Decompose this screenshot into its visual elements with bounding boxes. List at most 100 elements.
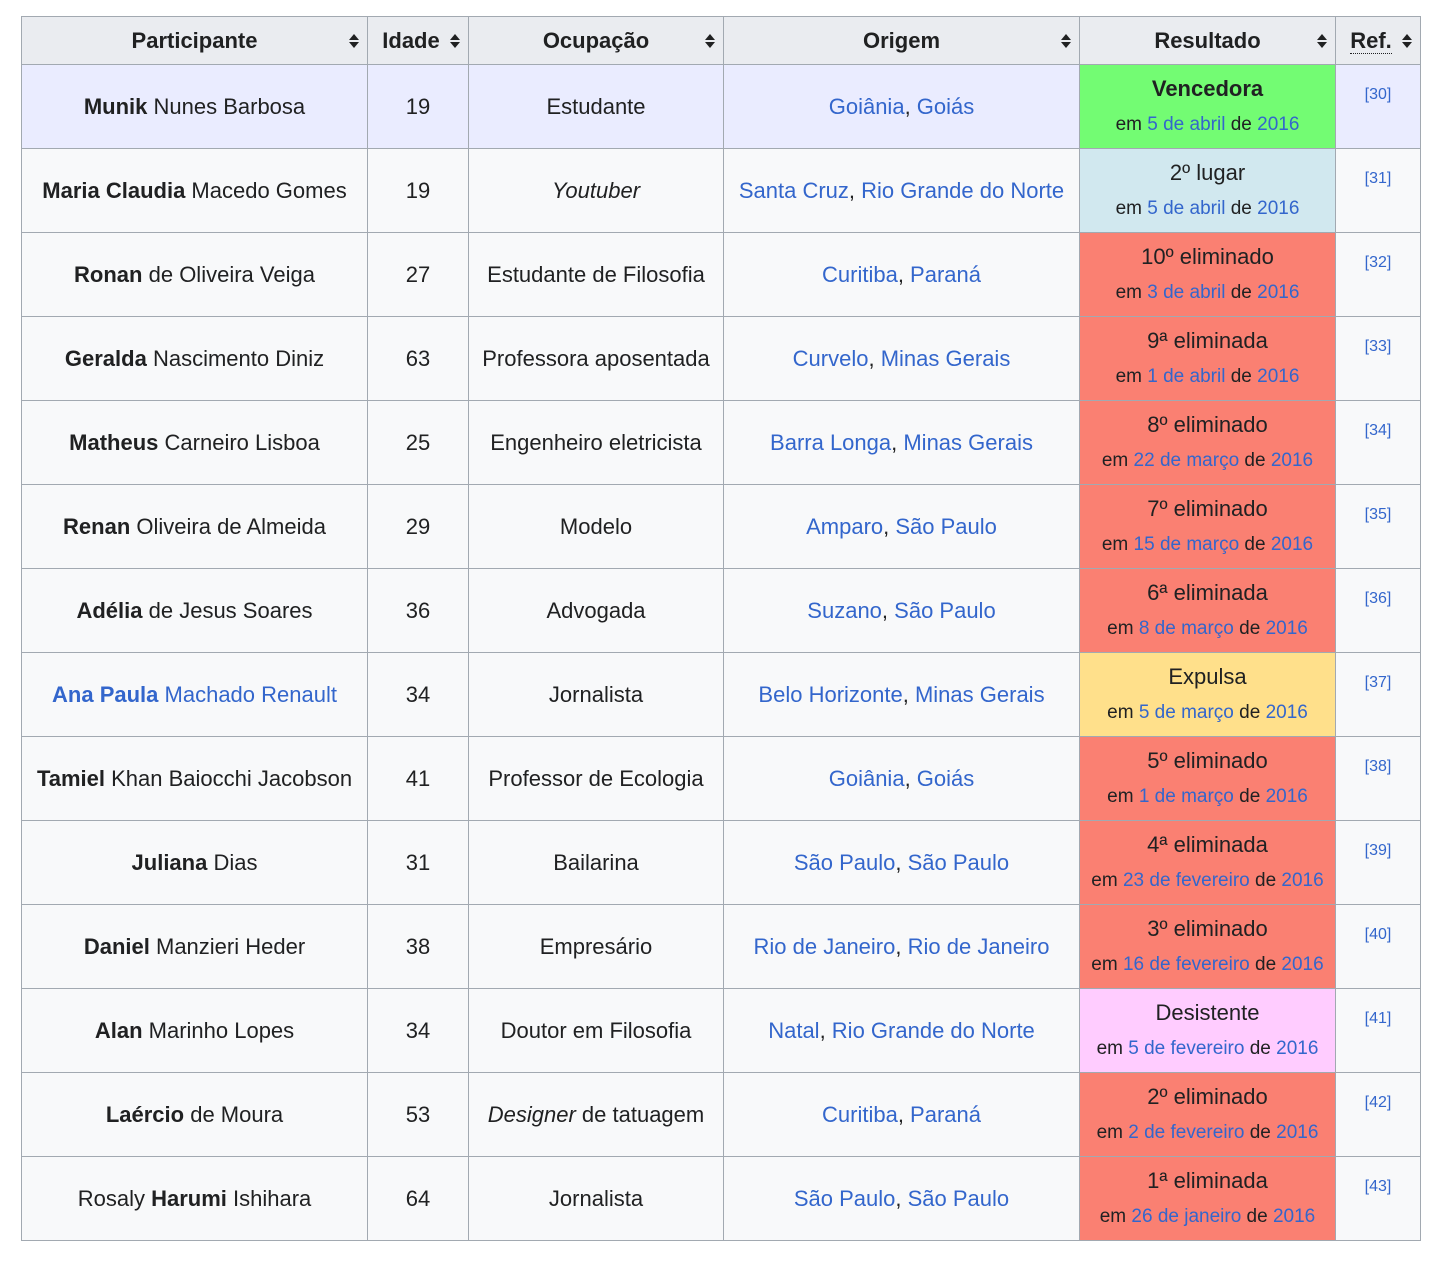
table-body: Munik Nunes Barbosa 19 Estudante Goiânia, G… xyxy=(21,64,1421,1241)
state-link[interactable]: Rio Grande do Norte xyxy=(831,1017,1035,1043)
reference-link[interactable]: [33] xyxy=(1364,337,1392,355)
state-link[interactable]: São Paulo xyxy=(907,1185,1010,1211)
state-link[interactable]: Rio de Janeiro xyxy=(907,933,1050,959)
state-link[interactable]: Goiás xyxy=(916,93,975,119)
city-link[interactable]: Curvelo xyxy=(792,345,869,371)
date-prefix: em xyxy=(1101,533,1134,555)
sort-icon[interactable] xyxy=(450,33,460,49)
state-link[interactable]: Minas Gerais xyxy=(914,681,1045,707)
date-prefix: em xyxy=(1096,1037,1129,1059)
date-year-link[interactable]: 2016 xyxy=(1265,617,1308,639)
header-origem[interactable]: Origem xyxy=(723,16,1080,65)
date-year-link[interactable]: 2016 xyxy=(1257,365,1300,387)
age-value: 27 xyxy=(405,261,431,287)
city-link[interactable]: Amparo xyxy=(806,513,884,539)
reference-link[interactable]: [40] xyxy=(1364,925,1392,943)
reference-link[interactable]: [37] xyxy=(1364,673,1392,691)
city-link[interactable]: Santa Cruz xyxy=(738,177,849,203)
date-day-link[interactable]: 26 de janeiro xyxy=(1131,1205,1242,1227)
header-ocupacao[interactable]: Ocupação xyxy=(468,16,724,65)
city-link[interactable]: São Paulo xyxy=(793,1185,896,1211)
state-link[interactable]: São Paulo xyxy=(894,597,996,623)
reference-link[interactable]: [31] xyxy=(1364,169,1392,187)
date-year-link[interactable]: 2016 xyxy=(1257,113,1300,135)
city-link[interactable]: Barra Longa xyxy=(770,429,892,455)
date-year-link[interactable]: 2016 xyxy=(1281,953,1324,975)
date-year-link[interactable]: 2016 xyxy=(1265,701,1308,723)
date-day-link[interactable]: 15 de março xyxy=(1133,533,1240,555)
date-day-link[interactable]: 23 de fevereiro xyxy=(1122,869,1250,891)
city-link[interactable]: Suzano xyxy=(807,597,882,623)
participant-first[interactable]: Ana Paula xyxy=(52,681,159,707)
state-link[interactable]: Minas Gerais xyxy=(903,429,1033,455)
date-year-link[interactable]: 2016 xyxy=(1272,1205,1316,1227)
header-resultado[interactable]: Resultado xyxy=(1079,16,1336,65)
header-participante[interactable]: Participante xyxy=(21,16,368,65)
city-link[interactable]: Goiânia xyxy=(828,765,905,791)
city-link[interactable]: Goiânia xyxy=(828,93,905,119)
date-year-link[interactable]: 2016 xyxy=(1265,785,1308,807)
sort-icon[interactable] xyxy=(1061,33,1071,49)
state-link[interactable]: Goiás xyxy=(916,765,975,791)
date-day-link[interactable]: 5 de abril xyxy=(1147,197,1226,219)
state-link[interactable]: Rio Grande do Norte xyxy=(861,177,1065,203)
date-day-link[interactable]: 22 de março xyxy=(1133,449,1240,471)
state-link[interactable]: Paraná xyxy=(910,261,981,287)
date-mid: de xyxy=(1249,869,1282,891)
date-year-link[interactable]: 2016 xyxy=(1276,1037,1319,1059)
date-day-link[interactable]: 5 de março xyxy=(1138,701,1234,723)
reference-link[interactable]: [36] xyxy=(1364,589,1392,607)
header-ref[interactable]: Ref. xyxy=(1335,16,1421,65)
date-year-link[interactable]: 2016 xyxy=(1257,281,1300,303)
result-date: em 1 de abril de 2016 xyxy=(1084,362,1331,392)
participant-first: Maria Claudia xyxy=(42,177,186,203)
date-day-link[interactable]: 8 de março xyxy=(1138,617,1234,639)
origin-cell: Suzano, São Paulo xyxy=(723,568,1080,653)
sort-icon[interactable] xyxy=(1402,33,1412,49)
state-link[interactable]: São Paulo xyxy=(907,849,1010,875)
date-day-link[interactable]: 1 de março xyxy=(1138,785,1234,807)
header-idade[interactable]: Idade xyxy=(367,16,469,65)
state-link[interactable]: Minas Gerais xyxy=(880,345,1011,371)
participant-cell: Alan Marinho Lopes xyxy=(21,988,368,1073)
reference-link[interactable]: [32] xyxy=(1364,253,1392,271)
date-day-link[interactable]: 5 de fevereiro xyxy=(1128,1037,1245,1059)
participant-rest: Ishihara xyxy=(226,1185,312,1211)
reference-link[interactable]: [38] xyxy=(1364,757,1392,775)
date-year-link[interactable]: 2016 xyxy=(1270,533,1314,555)
participant-cell: Tamiel Khan Baiocchi Jacobson xyxy=(21,736,368,821)
reference-link[interactable]: [30] xyxy=(1364,85,1392,103)
state-link[interactable]: São Paulo xyxy=(895,513,997,539)
state-link[interactable]: Paraná xyxy=(910,1101,981,1127)
reference-link[interactable]: [43] xyxy=(1364,1177,1392,1195)
city-link[interactable]: Belo Horizonte xyxy=(758,681,903,707)
ref-cell: [42] xyxy=(1335,1072,1421,1157)
result-cell: 10º eliminado em 3 de abril de 2016 xyxy=(1079,232,1336,317)
city-link[interactable]: Curitiba xyxy=(822,1101,898,1127)
date-year-link[interactable]: 2016 xyxy=(1270,449,1314,471)
date-day-link[interactable]: 1 de abril xyxy=(1147,365,1226,387)
date-year-link[interactable]: 2016 xyxy=(1257,197,1300,219)
city-link[interactable]: Curitiba xyxy=(822,261,898,287)
date-day-link[interactable]: 5 de abril xyxy=(1147,113,1226,135)
sort-icon[interactable] xyxy=(1317,33,1327,49)
age-value: 38 xyxy=(405,933,431,959)
reference-link[interactable]: [42] xyxy=(1364,1093,1392,1111)
reference-link[interactable]: [34] xyxy=(1364,421,1392,439)
city-link[interactable]: Natal xyxy=(768,1017,820,1043)
sort-icon[interactable] xyxy=(349,33,359,49)
reference-link[interactable]: [41] xyxy=(1364,1009,1392,1027)
date-year-link[interactable]: 2016 xyxy=(1276,1121,1319,1143)
reference-link[interactable]: [35] xyxy=(1364,505,1392,523)
date-day-link[interactable]: 16 de fevereiro xyxy=(1122,953,1250,975)
sort-icon[interactable] xyxy=(705,33,715,49)
participant-rest[interactable]: Machado Renault xyxy=(158,681,337,707)
table-row: Matheus Carneiro Lisboa 25 Engenheiro elet… xyxy=(21,400,1421,485)
date-day-link[interactable]: 2 de fevereiro xyxy=(1128,1121,1245,1143)
result-label: 10º eliminado xyxy=(1141,243,1274,269)
date-day-link[interactable]: 3 de abril xyxy=(1147,281,1226,303)
reference-link[interactable]: [39] xyxy=(1364,841,1392,859)
date-year-link[interactable]: 2016 xyxy=(1281,869,1324,891)
city-link[interactable]: São Paulo xyxy=(793,849,896,875)
city-link[interactable]: Rio de Janeiro xyxy=(753,933,896,959)
